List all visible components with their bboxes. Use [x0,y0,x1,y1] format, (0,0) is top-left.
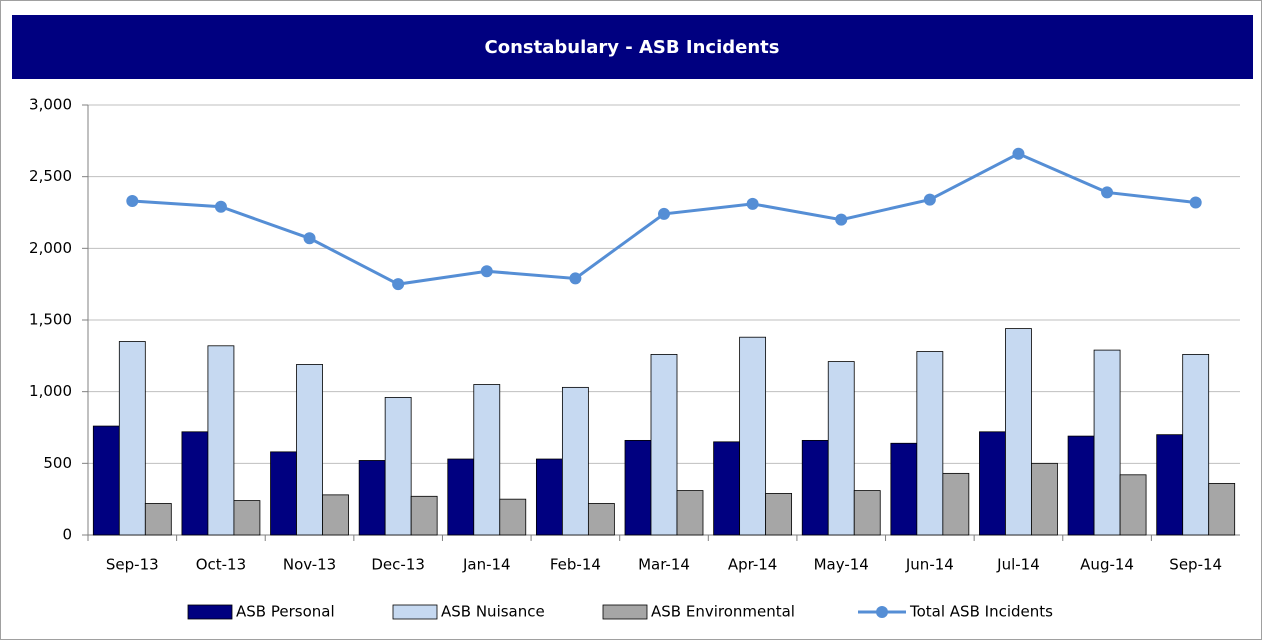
bar [1182,353,1210,536]
x-tick-label: Feb-14 [550,556,601,574]
bar [296,364,323,536]
bar [322,494,349,536]
bar [624,439,652,536]
line-point [746,197,759,210]
bar [473,384,501,536]
bar [270,451,297,536]
x-tick-label: Jun-14 [905,556,954,574]
x-tick-label: Oct-13 [196,556,246,574]
bar [587,503,615,536]
bar [827,361,855,536]
line-point [923,193,936,206]
line-point [1189,196,1202,209]
y-tick-label: 0 [62,526,72,544]
line-point [835,213,848,226]
bar [1093,349,1121,536]
bar [765,493,793,536]
bar [916,351,944,536]
x-tick-label: Nov-13 [283,556,336,574]
line-point [658,207,670,220]
y-tick-label: 500 [43,454,72,472]
x-tick-label: Apr-14 [728,556,778,574]
bar [942,472,970,536]
bar [979,431,1006,536]
bar [181,431,209,536]
bar [739,336,767,536]
bar [650,353,678,536]
bar [144,503,172,536]
bar [1067,435,1095,536]
bar [1031,462,1058,536]
bar [499,498,527,536]
y-tick-label: 3,000 [29,96,72,114]
line-point [392,278,405,291]
x-tick-label: Sep-13 [106,556,159,574]
bar [676,490,704,536]
bar [207,345,235,536]
bar [447,458,475,536]
legend-label: ASB Nuisance [441,603,545,621]
line-point [1012,147,1025,160]
bar [535,458,563,536]
bar [233,500,261,536]
title-bar [12,15,1253,79]
x-tick-label: Sep-14 [1169,556,1222,574]
legend-swatch [392,604,438,620]
y-tick-label: 2,000 [29,239,72,257]
y-tick-label: 1,500 [29,311,72,329]
x-tick-label: May-14 [814,556,869,574]
bar [1119,474,1147,536]
legend-label: ASB Personal [236,603,335,621]
bar [890,442,918,536]
x-tick-label: Jul-14 [996,556,1040,574]
line-point [569,272,582,285]
bar [118,341,146,536]
bar [358,460,386,536]
bar [713,441,741,536]
legend-swatch [187,604,233,620]
x-tick-label: Mar-14 [638,556,690,574]
line-point [480,265,493,278]
bar [1005,328,1032,536]
legend-label: Total ASB Incidents [909,603,1053,621]
bar [1208,482,1236,536]
y-tick-label: 2,500 [29,167,72,185]
x-tick-label: Dec-13 [371,556,425,574]
x-tick-label: Aug-14 [1080,556,1134,574]
legend-swatch [602,604,648,620]
line-point [126,195,139,208]
bar [561,386,589,536]
line-point [214,200,227,213]
chart-title: Constabulary - ASB Incidents [485,37,780,58]
y-tick-label: 1,000 [29,382,72,400]
legend-label: ASB Environmental [651,603,795,621]
x-tick-label: Jan-14 [462,556,511,574]
bar [801,439,829,536]
bar [410,495,438,536]
bar [92,425,120,536]
bar [853,490,881,536]
line-point [303,232,316,245]
bar [384,396,412,536]
bar [1156,434,1184,536]
legend-marker [876,606,888,618]
line-point [1101,186,1114,199]
